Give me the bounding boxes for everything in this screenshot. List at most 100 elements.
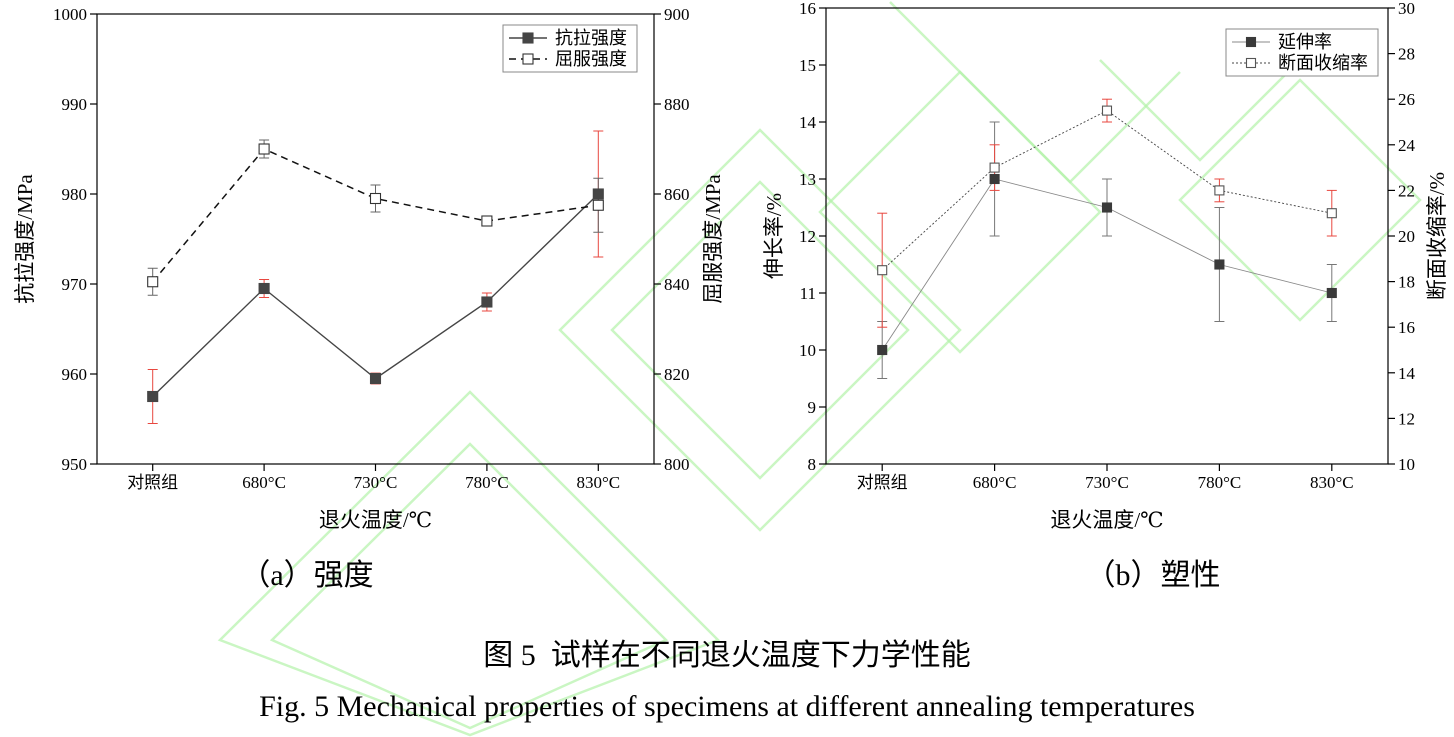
panel-label: （b）塑性 <box>1086 559 1221 592</box>
series-1-point <box>258 143 270 155</box>
y2-tick-label: 22 <box>1398 181 1415 200</box>
legend-marker <box>1245 36 1257 48</box>
y2-tick-label: 24 <box>1398 136 1416 155</box>
y-tick-label: 13 <box>799 170 816 189</box>
x-axis-label: 退火温度/℃ <box>1050 508 1163 532</box>
legend-label: 抗拉强度 <box>555 28 627 48</box>
y-axis-label: 伸长率/% <box>762 193 786 279</box>
plot-frame <box>96 13 655 465</box>
y2-tick-label: 840 <box>664 275 690 294</box>
series-1-point <box>1214 185 1225 196</box>
y2-tick-label: 20 <box>1398 227 1415 246</box>
series-1-line <box>152 148 599 283</box>
series-0-point <box>147 390 159 403</box>
y-tick-label: 970 <box>62 275 88 294</box>
y2-tick-label: 14 <box>1398 364 1416 383</box>
x-axis-label: 退火温度/℃ <box>319 508 432 532</box>
series-0-point <box>369 372 382 385</box>
watermark-shape <box>610 180 910 480</box>
x-tick-label: 780°C <box>1198 473 1242 492</box>
y-tick-label: 15 <box>799 56 816 75</box>
watermark-shape <box>818 70 1102 354</box>
series-1-point <box>481 215 493 227</box>
series-1-point <box>877 265 888 276</box>
watermark-shape <box>889 1 1181 184</box>
y-tick-label: 9 <box>808 398 817 417</box>
y-tick-label: 11 <box>800 284 816 303</box>
y-tick-label: 10 <box>799 341 816 360</box>
y-tick-label: 12 <box>799 227 816 246</box>
series-1-point <box>369 192 382 205</box>
x-tick-label: 680°C <box>242 473 286 492</box>
y2-tick-label: 900 <box>664 5 690 24</box>
legend-label: 断面收缩率 <box>1278 53 1368 73</box>
watermark-shape <box>1178 78 1422 322</box>
x-tick-label: 680°C <box>973 473 1017 492</box>
panel-a: 950 960 970 980 990 1000 800 820 840 860 880 900 对照组… <box>13 5 725 592</box>
legend-marker <box>522 53 534 65</box>
x-tick-label: 830°C <box>576 473 620 492</box>
y2-tick-label: 26 <box>1398 90 1415 109</box>
watermark <box>217 1 1422 737</box>
series-1-point <box>1101 105 1113 116</box>
series-1-line <box>881 110 1332 271</box>
y2-tick-label: 18 <box>1398 273 1415 292</box>
watermark-shape <box>217 390 721 737</box>
figure-caption-cn: 图 5 试样在不同退火温度下力学性能 <box>483 639 971 672</box>
y-tick-label: 14 <box>799 113 817 132</box>
y2-tick-label: 800 <box>664 455 690 474</box>
legend-item: 抗拉强度 <box>509 28 627 48</box>
y2-tick-label: 10 <box>1398 455 1415 474</box>
panel-label: （a）强度 <box>240 559 373 592</box>
watermark-shape <box>558 128 962 532</box>
watermark-shape <box>1099 59 1301 162</box>
series-1-point <box>1326 208 1337 219</box>
x-tick-label: 对照组 <box>127 473 178 492</box>
series-0-point <box>592 188 604 200</box>
y-tick-label: 980 <box>62 185 88 204</box>
x-tick-label: 780°C <box>465 473 509 492</box>
x-tick-label: 730°C <box>354 473 398 492</box>
legend-marker <box>1245 57 1257 69</box>
y2-tick-label: 880 <box>664 95 690 114</box>
series-0-point <box>1214 259 1225 270</box>
legend-item: 屈服强度 <box>509 49 627 69</box>
y2-tick-label: 16 <box>1398 318 1415 337</box>
x-tick-label: 830°C <box>1310 473 1354 492</box>
series-1-point <box>989 162 1000 173</box>
panel-b: 8 9 10 11 12 13 14 15 16 10 12 14 16 18 20 22 24 26 28 30 对照… <box>762 0 1449 592</box>
series-0-point <box>258 282 270 295</box>
figure-caption-en: Fig. 5 Mechanical properties of specimen… <box>259 690 1195 723</box>
series-1-point <box>147 276 159 288</box>
y2-tick-label: 860 <box>664 185 690 204</box>
legend-marker <box>522 32 534 44</box>
series-0-point <box>1326 287 1337 299</box>
series-0-line <box>152 193 599 398</box>
chart-panels: 9509609709809901000800820840860880900对照组… <box>13 0 1449 592</box>
legend-label: 屈服强度 <box>555 49 627 69</box>
y2-tick-label: 30 <box>1398 0 1415 18</box>
legend-label: 延伸率 <box>1278 32 1332 52</box>
legend-item: 延伸率 <box>1232 32 1332 52</box>
y-tick-label: 990 <box>62 95 88 114</box>
x-tick-label: 730°C <box>1085 473 1129 492</box>
y-tick-label: 8 <box>808 455 817 474</box>
y2-tick-label: 12 <box>1398 409 1415 428</box>
y2-tick-label: 28 <box>1398 45 1415 64</box>
y2-axis-label: 断面收缩率/% <box>1425 172 1449 300</box>
y2-tick-label: 820 <box>664 365 690 384</box>
y-tick-label: 16 <box>799 0 816 18</box>
series-0-point <box>1101 202 1113 213</box>
series-0-point <box>877 344 888 356</box>
y-tick-label: 950 <box>62 455 88 474</box>
legend-item: 断面收缩率 <box>1232 53 1368 73</box>
y-axis-label: 抗拉强度/MPa <box>13 174 37 304</box>
y-tick-label: 960 <box>62 365 88 384</box>
watermark-shape <box>269 442 669 730</box>
legend-box <box>1225 28 1379 77</box>
series-0-point <box>481 296 493 308</box>
series-1-point <box>592 199 604 211</box>
